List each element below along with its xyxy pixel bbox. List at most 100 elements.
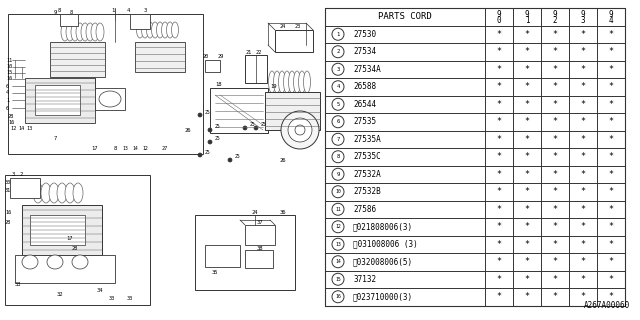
Ellipse shape <box>161 22 168 38</box>
Text: *: * <box>609 240 614 249</box>
Text: 1: 1 <box>525 16 529 25</box>
Text: 10: 10 <box>335 189 341 194</box>
Text: 1: 1 <box>6 98 9 102</box>
Text: *: * <box>497 257 502 266</box>
Text: *: * <box>497 135 502 144</box>
Circle shape <box>332 238 344 250</box>
Text: 16: 16 <box>8 119 14 124</box>
Bar <box>60 14 78 26</box>
Text: 10: 10 <box>6 65 12 69</box>
Text: *: * <box>609 222 614 231</box>
Text: *: * <box>580 117 586 126</box>
Circle shape <box>254 126 258 130</box>
Text: *: * <box>580 292 586 301</box>
Text: Ⓦ032008006(5): Ⓦ032008006(5) <box>353 257 413 266</box>
Text: 35: 35 <box>212 269 218 275</box>
Text: 33: 33 <box>109 295 115 300</box>
Text: 8: 8 <box>58 9 61 13</box>
Text: 34: 34 <box>97 287 103 292</box>
Text: 7: 7 <box>53 135 56 140</box>
Bar <box>5 175 150 305</box>
Ellipse shape <box>57 183 67 203</box>
Text: 8: 8 <box>337 154 340 159</box>
Text: *: * <box>580 152 586 161</box>
Text: 36: 36 <box>280 211 287 215</box>
Text: *: * <box>580 257 586 266</box>
Circle shape <box>332 116 344 128</box>
Text: 25: 25 <box>215 124 221 130</box>
Text: 6: 6 <box>6 106 9 110</box>
Text: 20: 20 <box>203 54 209 60</box>
Text: *: * <box>525 187 529 196</box>
Text: 27530: 27530 <box>353 30 376 39</box>
Text: 4: 4 <box>126 9 130 13</box>
Text: 37132: 37132 <box>353 275 376 284</box>
Circle shape <box>332 63 344 75</box>
Text: *: * <box>497 240 502 249</box>
Text: *: * <box>497 47 502 56</box>
Text: *: * <box>525 292 529 301</box>
Ellipse shape <box>76 23 84 41</box>
Bar <box>10 178 40 198</box>
Text: 4: 4 <box>337 84 340 89</box>
Text: *: * <box>525 275 529 284</box>
Text: 27534A: 27534A <box>353 65 381 74</box>
Text: 9: 9 <box>580 10 586 19</box>
Bar <box>22 205 102 255</box>
Ellipse shape <box>166 22 173 38</box>
Text: 9: 9 <box>609 10 613 19</box>
Bar <box>275 30 313 52</box>
Ellipse shape <box>289 71 296 93</box>
Text: 19: 19 <box>270 84 276 89</box>
Text: 27535A: 27535A <box>353 135 381 144</box>
Text: 26: 26 <box>280 157 287 163</box>
Text: *: * <box>525 47 529 56</box>
Text: *: * <box>497 117 502 126</box>
Ellipse shape <box>72 255 88 269</box>
Text: 2: 2 <box>20 172 23 178</box>
Text: 32: 32 <box>57 292 63 298</box>
Text: *: * <box>497 222 502 231</box>
Text: *: * <box>525 257 529 266</box>
Circle shape <box>332 291 344 303</box>
Text: 9: 9 <box>553 10 557 19</box>
Bar <box>135 42 185 72</box>
Text: *: * <box>552 205 557 214</box>
Text: *: * <box>580 222 586 231</box>
Bar <box>50 42 105 77</box>
Text: 14: 14 <box>18 125 24 131</box>
Text: *: * <box>609 47 614 56</box>
Text: 2: 2 <box>553 16 557 25</box>
Text: 1: 1 <box>337 32 340 37</box>
Text: 24: 24 <box>280 25 286 29</box>
Text: 27532B: 27532B <box>353 187 381 196</box>
Text: 26544: 26544 <box>353 100 376 109</box>
Bar <box>205 60 220 72</box>
Text: 3: 3 <box>580 16 586 25</box>
Circle shape <box>332 28 344 40</box>
Circle shape <box>332 168 344 180</box>
Text: *: * <box>525 205 529 214</box>
Text: *: * <box>552 47 557 56</box>
Text: 27: 27 <box>162 146 168 150</box>
Text: *: * <box>497 170 502 179</box>
Text: *: * <box>552 292 557 301</box>
Ellipse shape <box>298 71 305 93</box>
Text: *: * <box>609 292 614 301</box>
Text: 14: 14 <box>132 146 138 150</box>
Circle shape <box>332 221 344 233</box>
Text: *: * <box>552 117 557 126</box>
Text: *: * <box>609 170 614 179</box>
Ellipse shape <box>294 71 301 93</box>
Text: *: * <box>525 82 529 91</box>
Ellipse shape <box>303 71 310 93</box>
Text: 11: 11 <box>335 207 341 212</box>
Ellipse shape <box>61 23 69 41</box>
Circle shape <box>332 46 344 58</box>
Text: 13: 13 <box>122 146 128 150</box>
Text: *: * <box>552 30 557 39</box>
Ellipse shape <box>49 183 59 203</box>
Text: *: * <box>525 222 529 231</box>
Text: 27586: 27586 <box>353 205 376 214</box>
Text: *: * <box>497 187 502 196</box>
